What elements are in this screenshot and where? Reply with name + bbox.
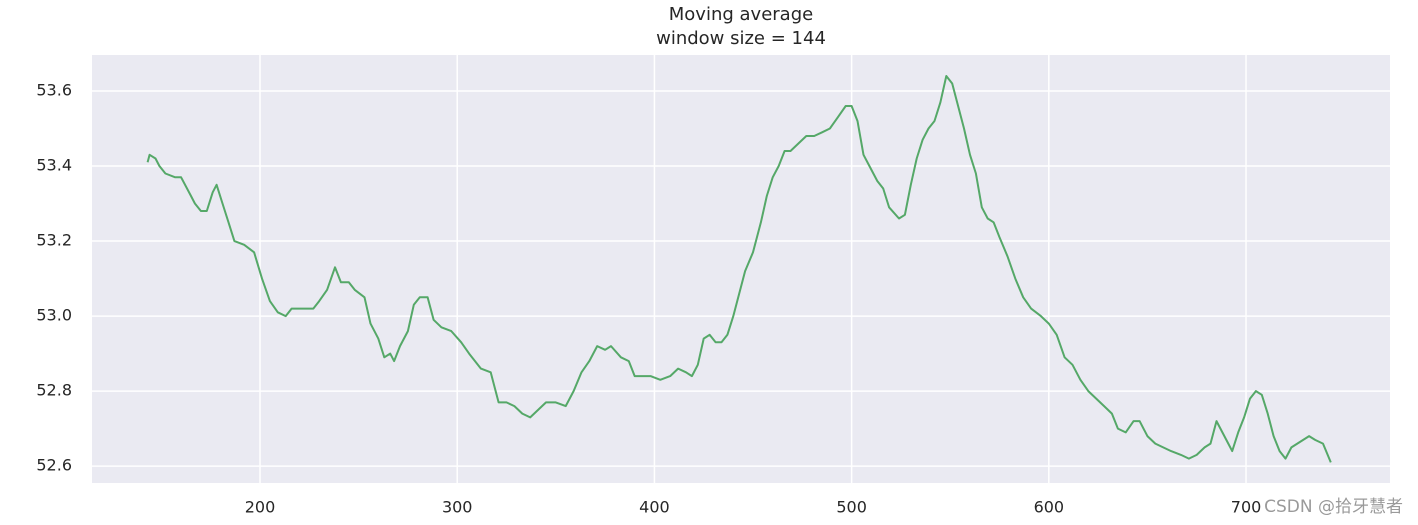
line: [146, 75, 1332, 463]
x-tick-label: 300: [442, 498, 473, 517]
y-tick-label: 53.6: [36, 81, 72, 100]
y-tick-label: 53.4: [36, 156, 72, 175]
x-tick-label: 400: [639, 498, 670, 517]
x-tick-label: 500: [836, 498, 867, 517]
y-tick-label: 52.6: [36, 456, 72, 475]
y-tick-label: 53.0: [36, 306, 72, 325]
y-tick-label: 52.8: [36, 381, 72, 400]
chart-title: Moving average: [669, 4, 813, 25]
x-tick-label: 200: [245, 498, 276, 517]
x-tick-label: 600: [1034, 498, 1065, 517]
chart-subtitle: window size = 144: [656, 28, 826, 49]
x-tick-label: 700: [1231, 498, 1262, 517]
watermark: CSDN @拾牙慧者: [1264, 497, 1403, 517]
plot-area: [92, 55, 1390, 483]
y-tick-label: 53.2: [36, 231, 72, 250]
